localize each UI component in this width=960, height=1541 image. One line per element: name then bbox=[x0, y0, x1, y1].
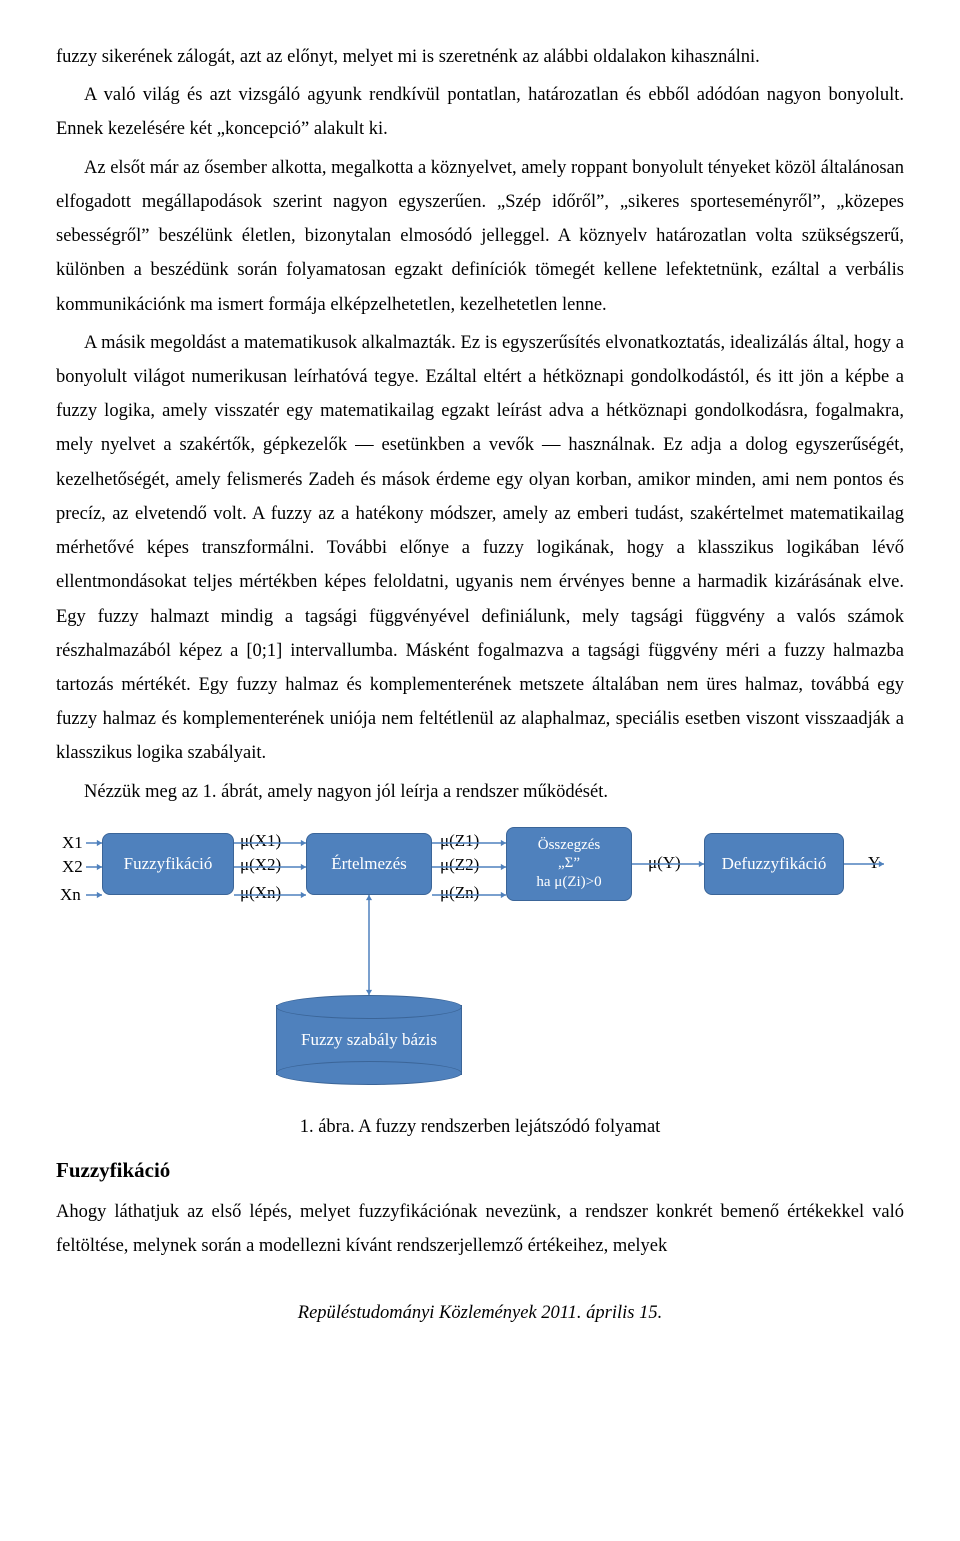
diagram-node-fuzz: Fuzzyfikáció bbox=[102, 833, 234, 895]
paragraph: A másik megoldást a matematikusok alkalm… bbox=[56, 326, 904, 771]
diagram-arrow bbox=[626, 858, 710, 870]
paragraph: A való világ és azt vizsgáló agyunk rend… bbox=[56, 78, 904, 146]
paragraph: Ahogy láthatjuk az első lépés, melyet fu… bbox=[56, 1195, 904, 1263]
diagram-node-label: Összegzés „Σ” ha μ(Zi)>0 bbox=[532, 834, 605, 894]
diagram-node-label: Fuzzyfikáció bbox=[120, 851, 217, 876]
diagram-cylinder-label: Fuzzy szabály bázis bbox=[276, 1030, 462, 1050]
diagram-node-ert: Értelmezés bbox=[306, 833, 432, 895]
diagram-arrow bbox=[228, 861, 312, 873]
diagram-arrow bbox=[426, 837, 512, 849]
fuzzy-process-diagram: Fuzzyfikáció Értelmezés Összegzés „Σ” ha μ… bbox=[56, 827, 904, 1107]
diagram-arrow bbox=[228, 837, 312, 849]
diagram-text-label: Xn bbox=[60, 885, 81, 905]
diagram-cylinder-rulebase: Fuzzy szabály bázis bbox=[276, 995, 462, 1085]
diagram-double-arrow bbox=[363, 889, 375, 1001]
diagram-arrow bbox=[80, 837, 108, 849]
paragraph: Nézzük meg az 1. ábrát, amely nagyon jól… bbox=[56, 775, 904, 809]
diagram-arrow bbox=[80, 889, 108, 901]
diagram-arrow bbox=[80, 861, 108, 873]
diagram-node-label: Defuzzyfikáció bbox=[718, 851, 831, 876]
diagram-arrow bbox=[426, 889, 512, 901]
diagram-arrow bbox=[838, 858, 890, 870]
paragraph: Az elsőt már az ősember alkotta, megalko… bbox=[56, 151, 904, 322]
page: fuzzy sikerének zálogát, azt az előnyt, … bbox=[0, 0, 960, 1344]
diagram-arrow bbox=[228, 889, 312, 901]
paragraph: fuzzy sikerének zálogát, azt az előnyt, … bbox=[56, 40, 904, 74]
diagram-node-ossz: Összegzés „Σ” ha μ(Zi)>0 bbox=[506, 827, 632, 901]
diagram-node-defuzz: Defuzzyfikáció bbox=[704, 833, 844, 895]
figure-caption: 1. ábra. A fuzzy rendszerben lejátszódó … bbox=[56, 1117, 904, 1138]
diagram-node-label: Értelmezés bbox=[327, 851, 411, 876]
section-heading: Fuzzyfikáció bbox=[56, 1158, 904, 1183]
diagram-arrow bbox=[426, 861, 512, 873]
page-footer: Repüléstudományi Közlemények 2011. ápril… bbox=[56, 1303, 904, 1324]
